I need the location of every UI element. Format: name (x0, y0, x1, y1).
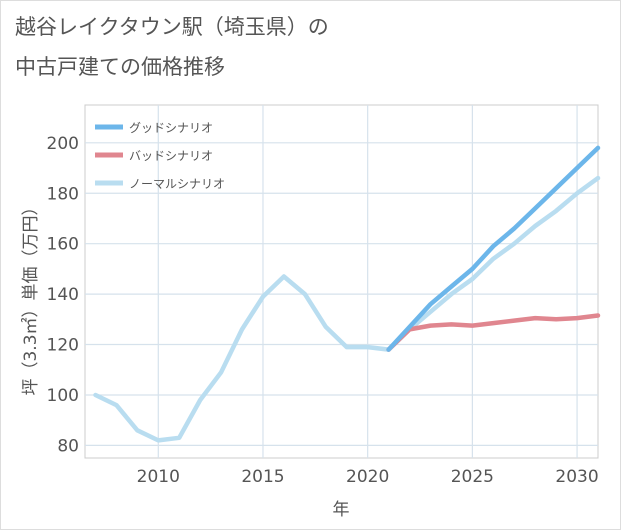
chart-title-line-1: 越谷レイクタウン駅（埼玉県）の (15, 15, 329, 39)
chart-title-line-2: 中古戸建ての価格推移 (15, 55, 225, 79)
x-axis-title: 年 (333, 500, 350, 520)
y-tick-label: 180 (47, 184, 79, 204)
series-lines (93, 145, 601, 443)
legend-label: グッドシナリオ (129, 121, 213, 135)
y-tick-labels: 80 100 120 140 160 180 200 (47, 134, 79, 457)
series-line-2 (386, 313, 601, 352)
y-tick-label: 140 (47, 285, 79, 305)
x-tick-label: 2020 (346, 467, 389, 487)
y-axis-title: 坪（3.3㎡）単価（万円） (21, 198, 41, 395)
x-tick-labels: 2010 2015 2020 2025 2030 (137, 467, 599, 487)
y-tick-label: 160 (47, 235, 79, 255)
plot-area (84, 104, 599, 459)
x-tick-label: 2025 (451, 467, 494, 487)
y-tick-label: 200 (47, 134, 79, 154)
y-tick-label: 80 (57, 436, 79, 456)
x-tick-label: 2030 (555, 467, 598, 487)
legend-label: ノーマルシナリオ (129, 177, 225, 191)
y-tick-label: 100 (47, 386, 79, 406)
x-tick-label: 2015 (241, 467, 284, 487)
legend-label: バッドシナリオ (129, 149, 213, 163)
y-tick-label: 120 (47, 336, 79, 356)
series-line-3 (93, 175, 601, 443)
series-line-1 (386, 145, 601, 352)
x-tick-label: 2010 (137, 467, 180, 487)
